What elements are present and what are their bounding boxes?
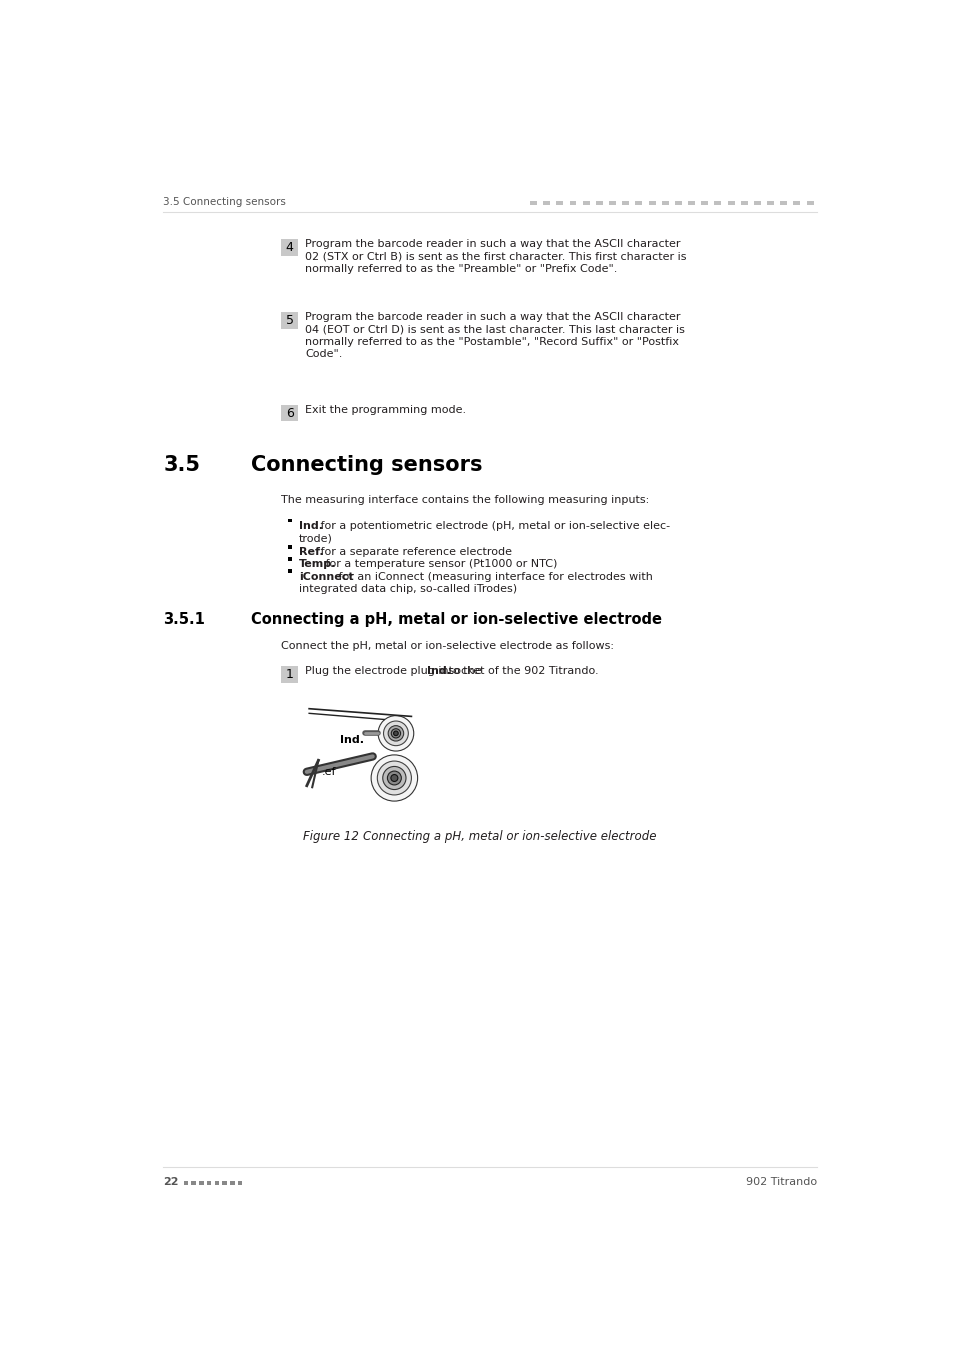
Text: iConnect: iConnect	[298, 571, 354, 582]
Text: normally referred to as the "Postamble", "Record Suffix" or "Postfix: normally referred to as the "Postamble",…	[305, 336, 679, 347]
Bar	[237, 1181, 242, 1185]
Bar	[556, 201, 562, 205]
Text: 4: 4	[286, 240, 294, 254]
Bar	[281, 405, 298, 421]
Text: 04 (EOT or Ctrl D) is sent as the last character. This last character is: 04 (EOT or Ctrl D) is sent as the last c…	[305, 324, 684, 335]
Bar	[281, 312, 298, 329]
Bar	[192, 1181, 195, 1185]
Text: Figure 12: Figure 12	[303, 830, 358, 842]
Bar	[753, 201, 760, 205]
Text: Connecting a pH, metal or ion-selective electrode: Connecting a pH, metal or ion-selective …	[251, 613, 661, 628]
Bar	[661, 201, 668, 205]
Text: 1: 1	[286, 668, 294, 682]
Bar	[183, 1181, 188, 1185]
Bar	[542, 201, 550, 205]
Text: integrated data chip, so-called iTrodes): integrated data chip, so-called iTrodes)	[298, 585, 517, 594]
Circle shape	[371, 755, 417, 801]
Text: Plug the electrode plug into the: Plug the electrode plug into the	[305, 667, 485, 676]
Text: 22: 22	[163, 1177, 179, 1187]
Bar	[674, 201, 681, 205]
Circle shape	[391, 729, 400, 738]
Circle shape	[387, 771, 401, 784]
Bar	[207, 1181, 212, 1185]
Bar	[222, 1181, 227, 1185]
Circle shape	[382, 767, 406, 790]
Bar	[582, 201, 589, 205]
Text: 3.5: 3.5	[163, 455, 200, 475]
Text: 3.5.1: 3.5.1	[163, 613, 205, 628]
Bar	[214, 1181, 219, 1185]
Bar	[700, 201, 707, 205]
Text: 3.5 Connecting sensors: 3.5 Connecting sensors	[163, 197, 286, 207]
Text: socket of the 902 Titrando.: socket of the 902 Titrando.	[444, 667, 598, 676]
Bar	[780, 201, 786, 205]
Circle shape	[377, 716, 414, 751]
Bar	[621, 201, 629, 205]
Text: Ind.: Ind.	[298, 521, 323, 531]
Bar	[288, 570, 292, 574]
Bar	[793, 201, 800, 205]
Bar	[288, 518, 292, 522]
Text: 902 Titrando: 902 Titrando	[745, 1177, 816, 1187]
Bar	[569, 201, 576, 205]
Circle shape	[383, 721, 408, 745]
Bar	[199, 1181, 204, 1185]
Bar	[648, 201, 655, 205]
Text: 5: 5	[286, 315, 294, 327]
Text: Temp.: Temp.	[298, 559, 336, 570]
Bar	[288, 558, 292, 560]
Text: Connect the pH, metal or ion-selective electrode as follows:: Connect the pH, metal or ion-selective e…	[281, 641, 614, 651]
Bar	[687, 201, 695, 205]
Text: 02 (STX or Ctrl B) is sent as the first character. This first character is: 02 (STX or Ctrl B) is sent as the first …	[305, 251, 686, 262]
Bar	[281, 667, 298, 683]
Bar	[288, 544, 292, 548]
Text: Exit the programming mode.: Exit the programming mode.	[305, 405, 466, 414]
Circle shape	[388, 726, 403, 741]
Text: Ind.: Ind.	[340, 734, 364, 744]
Bar	[596, 201, 602, 205]
Text: Code".: Code".	[305, 350, 342, 359]
Circle shape	[394, 732, 397, 736]
Bar	[230, 1181, 234, 1185]
Circle shape	[391, 775, 397, 782]
Text: for a separate reference electrode: for a separate reference electrode	[316, 547, 512, 558]
Text: .ef: .ef	[321, 767, 335, 776]
Text: Ref.: Ref.	[298, 547, 323, 558]
Bar	[806, 201, 813, 205]
Circle shape	[377, 761, 411, 795]
Text: 6: 6	[286, 406, 294, 420]
Bar	[740, 201, 747, 205]
Text: Program the barcode reader in such a way that the ASCII character: Program the barcode reader in such a way…	[305, 239, 680, 248]
Text: normally referred to as the "Preamble" or "Prefix Code".: normally referred to as the "Preamble" o…	[305, 263, 617, 274]
Text: The measuring interface contains the following measuring inputs:: The measuring interface contains the fol…	[281, 494, 649, 505]
Bar	[530, 201, 537, 205]
Bar	[766, 201, 773, 205]
Text: trode): trode)	[298, 533, 333, 543]
Bar	[714, 201, 720, 205]
Text: Connecting a pH, metal or ion-selective electrode: Connecting a pH, metal or ion-selective …	[348, 830, 656, 842]
Text: for a potentiometric electrode (pH, metal or ion-selective elec-: for a potentiometric electrode (pH, meta…	[316, 521, 669, 531]
Text: for a temperature sensor (Pt1000 or NTC): for a temperature sensor (Pt1000 or NTC)	[321, 559, 557, 570]
Text: Connecting sensors: Connecting sensors	[251, 455, 482, 475]
Text: for an iConnect (measuring interface for electrodes with: for an iConnect (measuring interface for…	[335, 571, 652, 582]
Bar	[281, 239, 298, 256]
Bar	[635, 201, 641, 205]
Bar	[727, 201, 734, 205]
Text: Ind.: Ind.	[426, 667, 450, 676]
Bar	[608, 201, 616, 205]
Text: Program the barcode reader in such a way that the ASCII character: Program the barcode reader in such a way…	[305, 312, 680, 323]
